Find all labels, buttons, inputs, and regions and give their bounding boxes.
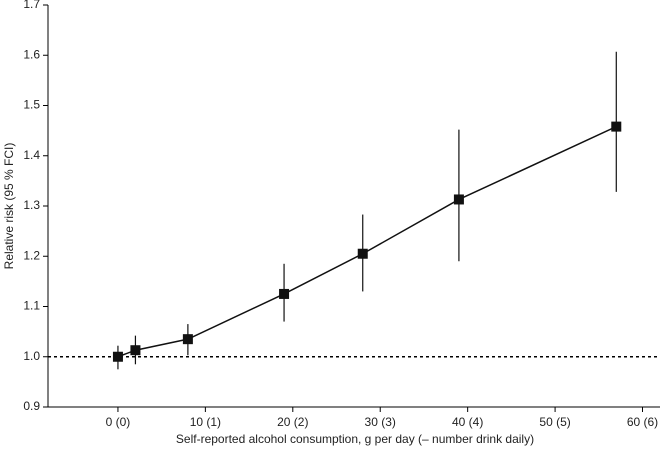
marker [182,334,193,345]
x-tick-label: 10 (1) [190,415,221,429]
marker [130,345,141,356]
marker [112,351,123,362]
x-axis-label: Self-reported alcohol consumption, g per… [176,432,534,446]
y-tick-label: 1.0 [23,349,40,363]
y-tick-label: 1.1 [23,299,40,313]
x-tick-label: 0 (0) [106,415,131,429]
marker [611,121,622,132]
marker [453,194,464,205]
marker [357,248,368,259]
x-tick-label: 30 (3) [365,415,396,429]
x-tick-label: 20 (2) [277,415,308,429]
y-tick-label: 1.2 [23,248,40,262]
y-tick-label: 1.3 [23,198,40,212]
y-tick-label: 1.5 [23,98,40,112]
y-axis-label: Relative risk (95 % FCI) [2,143,16,270]
x-tick-label: 40 (4) [452,415,483,429]
y-tick-label: 1.6 [23,47,40,61]
x-tick-label: 50 (5) [539,415,570,429]
series-line [117,125,617,358]
marker [279,288,290,299]
x-tick-label: 60 (6) [627,415,658,429]
y-tick-label: 1.4 [23,148,40,162]
y-tick-label: 1.7 [23,0,40,11]
y-tick-label: 0.9 [23,399,40,413]
